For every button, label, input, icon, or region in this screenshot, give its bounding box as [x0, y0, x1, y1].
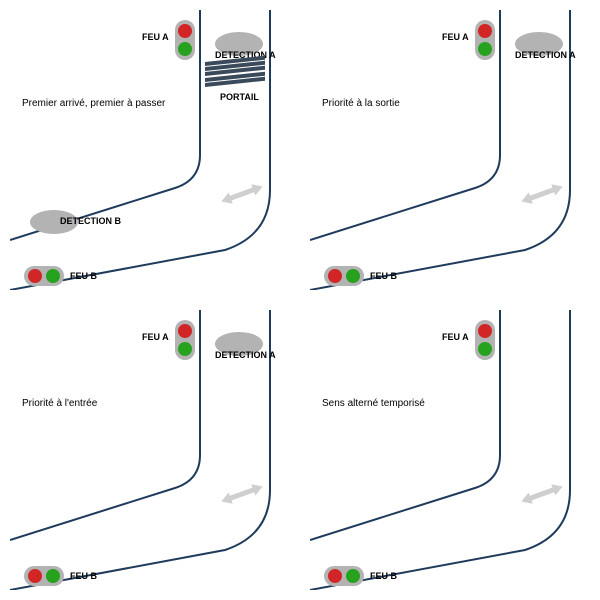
panel-caption: Premier arrivé, premier à passer [22, 98, 165, 109]
green-lamp [46, 269, 60, 283]
traffic-light-a [175, 20, 195, 60]
green-lamp [346, 569, 360, 583]
gate-icon [205, 62, 265, 88]
label-detection-a: DETECTION A [215, 350, 276, 360]
label-feu-b: FEU B [70, 271, 97, 281]
traffic-light-a [475, 20, 495, 60]
label-feu-a: FEU A [442, 32, 469, 42]
label-feu-b: FEU B [70, 571, 97, 581]
red-lamp [328, 269, 342, 283]
green-lamp [346, 269, 360, 283]
red-lamp [178, 324, 192, 338]
traffic-light-b [324, 566, 364, 586]
label-portail: PORTAIL [220, 92, 259, 102]
label-detection-b: DETECTION B [60, 216, 121, 226]
green-lamp [178, 42, 192, 56]
traffic-light-b [24, 266, 64, 286]
traffic-light-a [175, 320, 195, 360]
panel-2: FEU A DETECTION A Priorité à l'entrée FEU B [10, 310, 290, 590]
panel-caption: Priorité à la sortie [322, 98, 400, 109]
red-lamp [178, 24, 192, 38]
traffic-light-a [475, 320, 495, 360]
red-lamp [328, 569, 342, 583]
panel-3: FEU A Sens alterné temporisé FEU B [310, 310, 590, 590]
road-icon [310, 310, 590, 590]
green-lamp [46, 569, 60, 583]
label-feu-b: FEU B [370, 271, 397, 281]
green-lamp [478, 42, 492, 56]
label-detection-a: DETECTION A [515, 50, 576, 60]
label-feu-a: FEU A [142, 332, 169, 342]
red-lamp [478, 324, 492, 338]
red-lamp [28, 569, 42, 583]
label-feu-b: FEU B [370, 571, 397, 581]
red-lamp [478, 24, 492, 38]
traffic-light-b [24, 566, 64, 586]
label-feu-a: FEU A [442, 332, 469, 342]
panel-caption: Priorité à l'entrée [22, 398, 97, 409]
green-lamp [478, 342, 492, 356]
panel-0: FEU ADETECTION APORTAILPremier arrivé, p… [10, 10, 290, 290]
panel-caption: Sens alterné temporisé [322, 398, 425, 409]
red-lamp [28, 269, 42, 283]
panel-1: FEU A DETECTION A Priorité à la sortie FEU … [310, 10, 590, 290]
green-lamp [178, 342, 192, 356]
traffic-light-b [324, 266, 364, 286]
label-feu-a: FEU A [142, 32, 169, 42]
diagram-canvas: { "colors": { "road": "#1f3b5c", "roadWi… [0, 0, 600, 600]
